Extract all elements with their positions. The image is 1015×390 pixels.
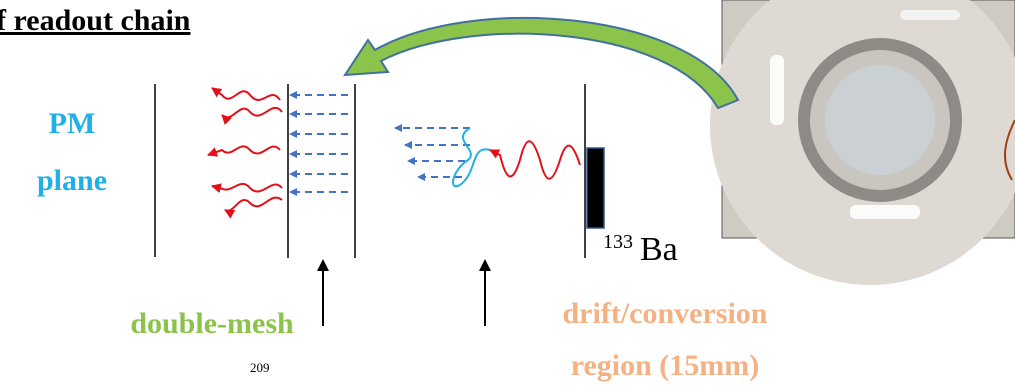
drift-label: region (15mm) [571, 349, 760, 382]
pm-label: plane [37, 164, 107, 197]
curved-arrow [345, 18, 738, 108]
title: f readout chain [0, 4, 191, 37]
drift-label: drift/conversion [563, 297, 768, 330]
element: Ba [640, 231, 678, 268]
mesh-label: double-mesh [130, 307, 294, 340]
source [587, 148, 604, 228]
photons [208, 88, 580, 211]
detector-photo [710, 0, 1015, 285]
pm-label: PM [49, 107, 96, 140]
diagram: f readout chain PM plane double-mesh d [0, 0, 1015, 390]
footnote-superscript: 209 [250, 360, 270, 375]
electron-arrows [290, 95, 470, 192]
planes [155, 84, 585, 258]
mass-number: 133 [603, 231, 633, 253]
